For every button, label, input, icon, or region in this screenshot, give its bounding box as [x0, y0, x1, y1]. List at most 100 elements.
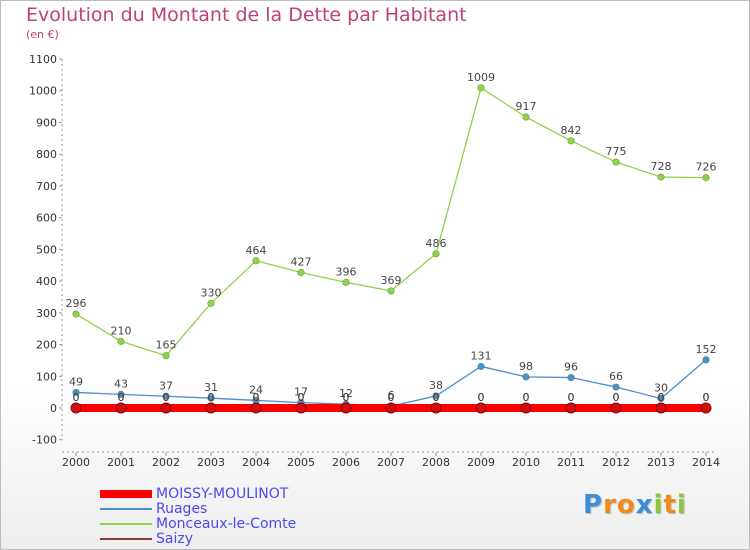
data-point-moissy-moulinot: [655, 402, 667, 414]
data-point-ruages: [117, 390, 125, 398]
y-tick-label: 0: [50, 402, 57, 415]
data-label-ruages: 12: [339, 387, 353, 400]
data-label-ruages: 96: [564, 361, 578, 374]
data-label-moissy-moulinot: 0: [253, 391, 260, 404]
data-point-monceaux-le-comte: [477, 84, 485, 92]
legend-swatch: [100, 508, 152, 510]
data-label-monceaux-le-comte: 165: [156, 339, 177, 352]
data-label-monceaux-le-comte: 728: [651, 160, 672, 173]
data-point-ruages: [207, 394, 215, 402]
data-point-monceaux-le-comte: [567, 137, 575, 145]
legend-item-moissy-moulinot: MOISSY-MOULINOT: [100, 486, 360, 502]
data-point-moissy-moulinot: [295, 402, 307, 414]
legend-label: Saizy: [156, 531, 193, 547]
data-label-ruages: 66: [609, 370, 623, 383]
x-tick-label: 2005: [287, 456, 315, 469]
y-tick-label: 100: [36, 370, 57, 383]
data-label-monceaux-le-comte: 396: [336, 265, 357, 278]
data-label-moissy-moulinot: 0: [568, 391, 575, 404]
data-label-monceaux-le-comte: 917: [516, 100, 537, 113]
data-point-ruages: [657, 394, 665, 403]
y-tick-label: 900: [36, 116, 57, 129]
data-label-monceaux-le-comte: 330: [201, 286, 222, 299]
data-label-moissy-moulinot: 0: [478, 391, 485, 404]
data-label-monceaux-le-comte: 210: [111, 324, 132, 337]
data-point-monceaux-le-comte: [387, 287, 395, 295]
x-tick-label: 2003: [197, 456, 225, 469]
data-label-moissy-moulinot: 0: [388, 391, 395, 404]
data-point-moissy-moulinot: [610, 402, 622, 414]
x-tick-label: 2001: [107, 456, 135, 469]
data-point-ruages: [72, 388, 80, 397]
data-point-ruages: [522, 373, 530, 381]
data-point-monceaux-le-comte: [612, 158, 620, 166]
chart-unit-label: (en €): [26, 28, 59, 41]
data-label-monceaux-le-comte: 1009: [467, 71, 495, 84]
x-tick-label: 2006: [332, 456, 360, 469]
proxiti-logo: Proxiti: [583, 490, 687, 520]
y-tick-label: 800: [36, 148, 57, 161]
data-label-saizy: 0: [523, 391, 530, 404]
y-tick-label: 400: [36, 275, 57, 288]
data-point-moissy-moulinot: [475, 402, 487, 414]
data-label-ruages: 152: [696, 343, 717, 356]
data-label-moissy-moulinot: 0: [118, 391, 125, 404]
data-label-moissy-moulinot: 0: [613, 391, 620, 404]
chart-title: Evolution du Montant de la Dette par Hab…: [26, 4, 467, 26]
data-point-monceaux-le-comte: [297, 268, 305, 277]
data-label-monceaux-le-comte: 369: [381, 274, 402, 287]
y-tick-label: -100: [32, 434, 57, 447]
legend-item-saizy: Saizy: [100, 531, 360, 547]
data-label-ruages: 37: [159, 379, 173, 392]
data-point-monceaux-le-comte: [432, 250, 440, 258]
y-tick-label: 1000: [29, 85, 57, 98]
x-tick-label: 2007: [377, 456, 405, 469]
data-label-saizy: 0: [298, 391, 305, 404]
data-label-ruages: 30: [654, 381, 668, 394]
x-tick-label: 2004: [242, 456, 270, 469]
x-tick-label: 2008: [422, 456, 450, 469]
x-tick-label: 2010: [512, 456, 540, 469]
data-label-ruages: 131: [471, 349, 492, 362]
data-point-ruages: [612, 383, 620, 391]
data-label-moissy-moulinot: 0: [433, 391, 440, 404]
x-tick-label: 2013: [647, 456, 675, 469]
data-point-moissy-moulinot: [160, 402, 172, 414]
data-label-monceaux-le-comte: 464: [246, 244, 267, 257]
series-line-monceaux-le-comte: [75, 87, 707, 357]
y-tick-label: 500: [36, 243, 57, 256]
data-label-monceaux-le-comte: 842: [561, 124, 582, 137]
data-point-moissy-moulinot: [565, 402, 577, 414]
data-label-moissy-moulinot: 0: [298, 391, 305, 404]
data-point-monceaux-le-comte: [252, 257, 260, 265]
data-point-moissy-moulinot: [115, 402, 127, 414]
data-label-ruages: 43: [114, 377, 128, 390]
legend-swatch: [100, 538, 152, 540]
x-tick-label: 2012: [602, 456, 630, 469]
data-label-ruages: 17: [294, 386, 308, 399]
data-label-ruages: 38: [429, 379, 443, 392]
data-label-monceaux-le-comte: 486: [426, 237, 447, 250]
data-label-ruages: 24: [249, 383, 263, 396]
data-label-saizy: 0: [478, 391, 485, 404]
legend-label: Monceaux-le-Comte: [156, 516, 297, 532]
y-tick-label: 600: [36, 212, 57, 225]
data-label-moissy-moulinot: 0: [163, 391, 170, 404]
data-label-ruages: 6: [388, 389, 395, 402]
data-label-ruages: 49: [69, 375, 83, 388]
y-tick-label: 700: [36, 180, 57, 193]
data-point-monceaux-le-comte: [657, 173, 665, 181]
x-tick-label: 2000: [62, 456, 90, 469]
legend-label: Ruages: [156, 501, 208, 517]
data-label-saizy: 0: [433, 391, 440, 404]
legend-swatch: [100, 490, 152, 498]
data-label-monceaux-le-comte: 726: [696, 161, 717, 174]
data-point-ruages: [432, 392, 440, 400]
data-point-moissy-moulinot: [205, 402, 217, 414]
data-label-moissy-moulinot: 0: [208, 391, 215, 404]
data-label-saizy: 0: [388, 391, 395, 404]
data-label-moissy-moulinot: 0: [343, 391, 350, 404]
data-point-monceaux-le-comte: [117, 337, 125, 345]
data-label-moissy-moulinot: 0: [523, 391, 530, 404]
